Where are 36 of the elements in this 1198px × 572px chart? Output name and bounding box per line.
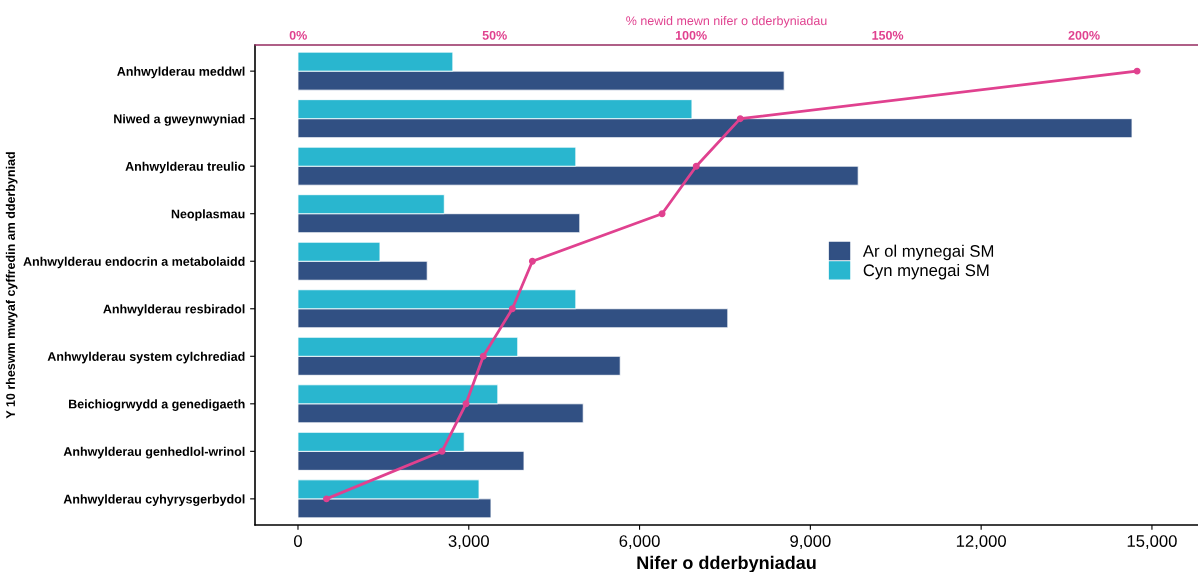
x2-tick-label: 150% xyxy=(872,30,904,40)
x2-axis-title: % newid mewn nifer o dderbyniadau xyxy=(626,15,827,28)
x2-tick-label: 100% xyxy=(675,30,707,40)
y-tick-label: Beichiogrwydd a genedigaeth xyxy=(69,399,245,411)
y-tick-label: Niwed a gweynwyniad xyxy=(114,114,245,126)
y-tick-label: Anhwylderau resbiradol xyxy=(103,304,245,316)
point xyxy=(528,257,536,265)
x-tick-label: 9,000 xyxy=(790,535,831,549)
x-tick-label: 3,000 xyxy=(448,535,489,549)
point xyxy=(479,352,487,360)
y-tick-label: Anhwylderau meddwl xyxy=(117,66,245,79)
point xyxy=(736,115,744,123)
point xyxy=(692,162,700,170)
point xyxy=(508,305,516,313)
legend-label: Ar ol mynegai SM xyxy=(862,244,994,261)
y-tick-label: Anhwylderau genhedlol-wrinol xyxy=(63,446,245,459)
x2-tick-label: 0% xyxy=(289,30,307,40)
point xyxy=(323,495,330,503)
point xyxy=(462,400,470,408)
y-tick-label: Anhwylderau system cylchrediad xyxy=(47,351,245,364)
x-tick-label: 15,000 xyxy=(1127,535,1177,549)
y-tick-label: Neoplasmau xyxy=(171,209,245,221)
point xyxy=(658,210,666,218)
x-tick-label: 6,000 xyxy=(619,535,660,549)
x-tick-label: 12,000 xyxy=(956,535,1006,549)
x2-tick-label: 50% xyxy=(482,30,507,40)
legend-label: Cyn mynegai SM xyxy=(863,263,989,280)
y-tick-label: Anhwylderau endocrin a metabolaidd xyxy=(23,256,245,269)
y-axis-title: Y 10 rheswm mwyaf cyffredin am dderbyniad xyxy=(5,152,18,419)
y-tick-label: Anhwylderau cyhyrysgerbydol xyxy=(63,494,245,507)
y-tick-label: Anhwylderau treulio xyxy=(125,161,245,174)
x-tick-label: 0 xyxy=(294,535,302,547)
x2-tick-label: 200% xyxy=(1068,30,1100,40)
x-axis-title: Nifer o dderbyniadau xyxy=(637,555,816,572)
point xyxy=(438,447,446,455)
point xyxy=(1133,67,1141,75)
